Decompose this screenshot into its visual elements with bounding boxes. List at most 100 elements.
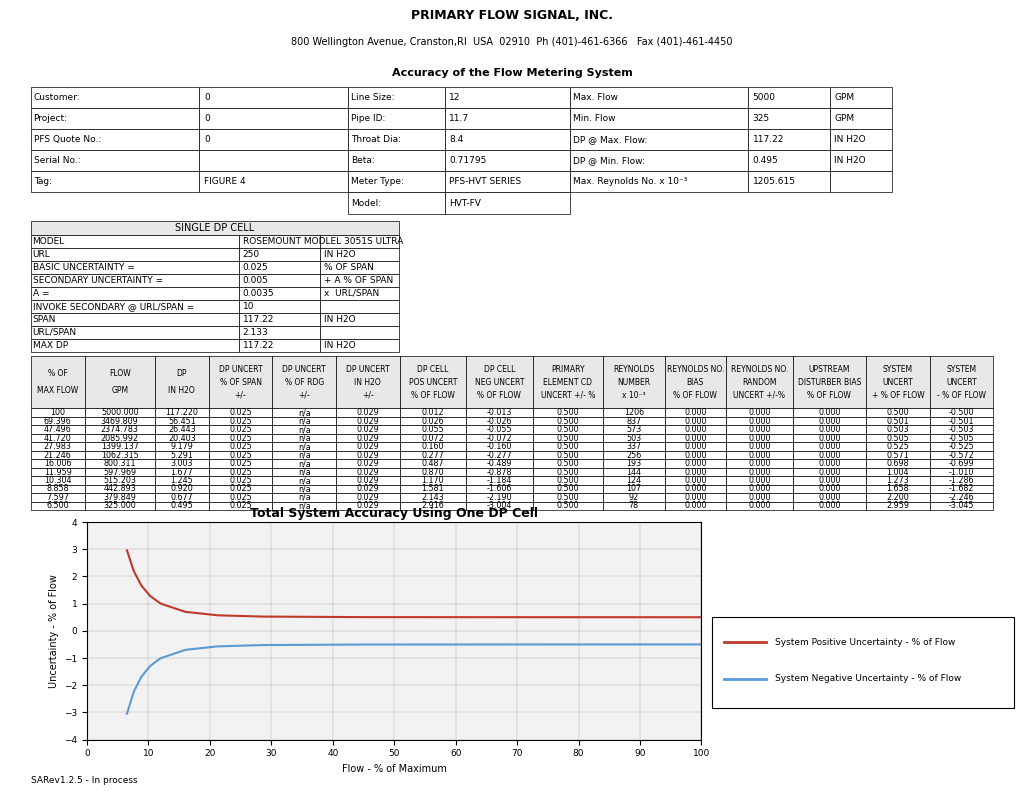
Text: n/a: n/a <box>298 425 310 434</box>
Text: GPM: GPM <box>112 387 128 396</box>
Text: IN H2O: IN H2O <box>324 315 355 324</box>
Text: % OF SPAN: % OF SPAN <box>324 263 374 271</box>
Text: 0.920: 0.920 <box>170 484 194 494</box>
Text: 11.959: 11.959 <box>44 467 72 476</box>
Text: PRIMARY FLOW SIGNAL, INC.: PRIMARY FLOW SIGNAL, INC. <box>411 9 613 21</box>
Text: 0.500: 0.500 <box>556 459 579 468</box>
Text: 503: 503 <box>627 433 641 443</box>
Bar <box>930 494 993 501</box>
Text: DP @ Max. Flow:: DP @ Max. Flow: <box>572 135 647 144</box>
Bar <box>726 426 793 433</box>
Text: 0.000: 0.000 <box>749 451 771 460</box>
Text: 837: 837 <box>627 417 641 426</box>
Bar <box>793 451 866 460</box>
Text: -0.500: -0.500 <box>949 408 974 417</box>
Text: DP CELL: DP CELL <box>483 365 515 373</box>
Text: 0.000: 0.000 <box>749 467 771 476</box>
Text: -2.246: -2.246 <box>948 493 974 502</box>
Bar <box>665 417 726 426</box>
Bar <box>85 460 155 467</box>
Text: 0.000: 0.000 <box>684 467 707 476</box>
Text: n/a: n/a <box>298 417 310 426</box>
Bar <box>748 87 829 108</box>
Bar <box>239 326 321 339</box>
Text: 0.029: 0.029 <box>356 467 379 476</box>
Bar <box>866 417 930 426</box>
Text: SINGLE DP CELL: SINGLE DP CELL <box>175 223 255 233</box>
Bar <box>569 87 748 108</box>
Text: -0.160: -0.160 <box>486 442 512 451</box>
Text: 2085.992: 2085.992 <box>100 433 139 443</box>
Text: 256: 256 <box>626 451 641 460</box>
Bar <box>603 442 665 451</box>
Text: -3.004: -3.004 <box>486 501 512 510</box>
Text: n/a: n/a <box>298 501 310 510</box>
Bar <box>748 150 829 172</box>
Text: 2.200: 2.200 <box>887 493 909 502</box>
Text: 41.720: 41.720 <box>44 433 72 443</box>
Bar <box>348 172 444 192</box>
Text: Max. Reynolds No. x 10⁻³: Max. Reynolds No. x 10⁻³ <box>572 177 687 187</box>
Text: UNCERT +/- %: UNCERT +/- % <box>541 391 595 399</box>
Bar <box>85 442 155 451</box>
Bar <box>272 408 336 417</box>
Text: 0.000: 0.000 <box>818 433 841 443</box>
Bar <box>444 108 569 129</box>
Text: 0.000: 0.000 <box>818 467 841 476</box>
Text: 0.500: 0.500 <box>556 467 579 476</box>
Bar <box>336 501 399 510</box>
Bar <box>466 442 532 451</box>
Bar <box>466 494 532 501</box>
Bar <box>603 467 665 476</box>
Bar <box>532 476 603 485</box>
Bar <box>336 460 399 467</box>
Text: n/a: n/a <box>298 433 310 443</box>
Bar <box>272 467 336 476</box>
Text: n/a: n/a <box>298 467 310 476</box>
Bar <box>532 501 603 510</box>
X-axis label: Flow - % of Maximum: Flow - % of Maximum <box>342 764 446 774</box>
Bar <box>532 494 603 501</box>
Text: 0.000: 0.000 <box>818 501 841 510</box>
Bar <box>726 408 793 417</box>
Bar <box>603 460 665 467</box>
Text: System Positive Uncertainty - % of Flow: System Positive Uncertainty - % of Flow <box>775 638 955 647</box>
Text: -0.072: -0.072 <box>486 433 512 443</box>
Text: 0.025: 0.025 <box>229 433 252 443</box>
Bar <box>866 476 930 485</box>
Bar <box>532 417 603 426</box>
Text: 0.000: 0.000 <box>684 408 707 417</box>
Text: FIGURE 4: FIGURE 4 <box>204 177 246 187</box>
Bar <box>155 442 209 451</box>
Text: IN H2O: IN H2O <box>835 135 866 144</box>
Text: 0.029: 0.029 <box>356 493 379 502</box>
Text: 10: 10 <box>243 302 254 311</box>
Text: PRIMARY: PRIMARY <box>551 365 585 373</box>
Bar <box>748 108 829 129</box>
Bar <box>793 408 866 417</box>
Bar <box>31 408 85 417</box>
Bar <box>209 451 272 460</box>
Text: GPM: GPM <box>835 114 855 123</box>
Text: 124: 124 <box>627 476 641 485</box>
Bar <box>466 433 532 442</box>
Bar <box>466 426 532 433</box>
Text: SYSTEM: SYSTEM <box>946 365 977 373</box>
Text: 0: 0 <box>204 114 210 123</box>
Text: % OF FLOW: % OF FLOW <box>477 391 521 399</box>
Text: 6.500: 6.500 <box>46 501 69 510</box>
Bar <box>209 426 272 433</box>
Text: 0.029: 0.029 <box>356 417 379 426</box>
Text: 47.496: 47.496 <box>44 425 72 434</box>
Bar <box>336 476 399 485</box>
Bar <box>930 433 993 442</box>
Bar <box>793 356 866 408</box>
Bar <box>31 286 239 300</box>
Text: 0.000: 0.000 <box>684 425 707 434</box>
Text: - % OF FLOW: - % OF FLOW <box>937 391 986 399</box>
Text: 1.581: 1.581 <box>422 484 444 494</box>
Bar <box>466 451 532 460</box>
Bar <box>239 339 321 352</box>
Text: 0.000: 0.000 <box>818 476 841 485</box>
Text: NEG UNCERT: NEG UNCERT <box>474 377 524 387</box>
